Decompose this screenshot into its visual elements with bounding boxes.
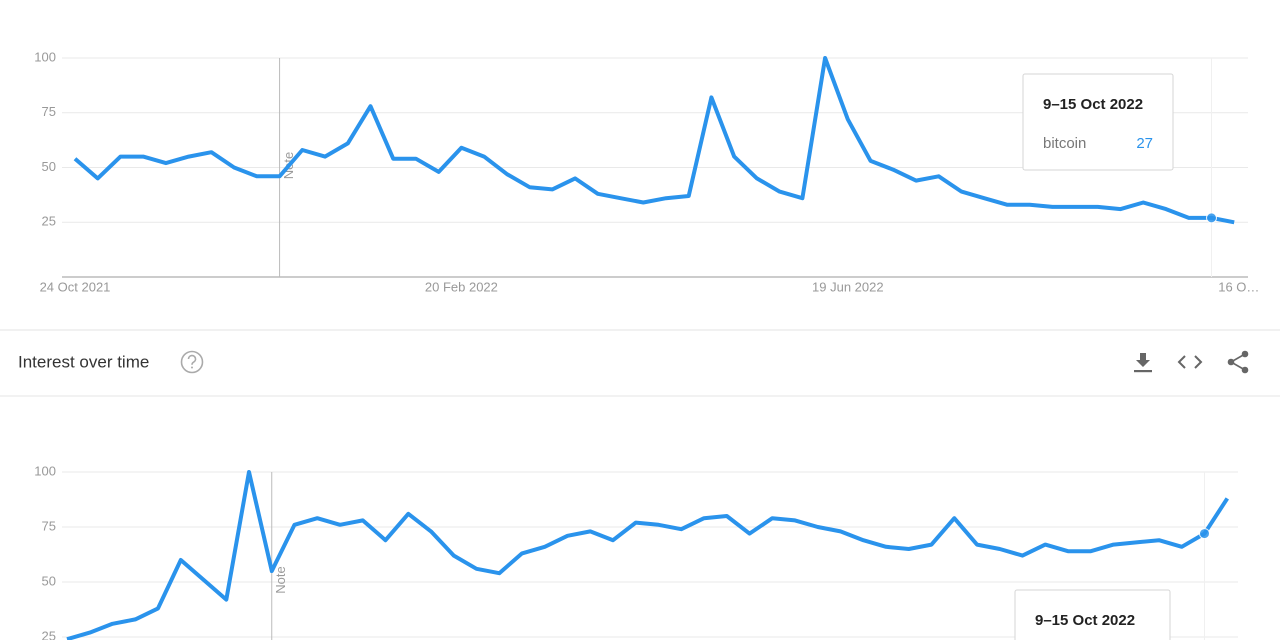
tooltip xyxy=(1014,589,1171,640)
x-tick-label: 16 O… xyxy=(1218,279,1259,294)
section-header xyxy=(0,330,1280,396)
note-label: Note xyxy=(273,566,288,593)
y-tick-label: 75 xyxy=(42,104,56,119)
y-tick-label: 25 xyxy=(42,628,56,640)
y-tick-label: 25 xyxy=(42,214,56,229)
help-icon[interactable] xyxy=(180,350,204,374)
tooltip xyxy=(1022,73,1174,171)
tooltip-title: 9–15 Oct 2022 xyxy=(1035,612,1135,629)
tooltip-title: 9–15 Oct 2022 xyxy=(1043,96,1143,113)
hover-point xyxy=(1206,212,1217,224)
x-tick-label: 24 Oct 2021 xyxy=(40,279,111,294)
tooltip-series: bitcoin xyxy=(1043,135,1086,152)
tooltip-value: 27 xyxy=(1136,135,1153,152)
hover-point xyxy=(1199,528,1210,540)
embed-icon[interactable] xyxy=(1177,355,1203,369)
y-tick-label: 100 xyxy=(34,463,56,478)
x-tick-label: 19 Jun 2022 xyxy=(812,279,884,294)
y-tick-label: 50 xyxy=(42,573,56,588)
y-tick-label: 50 xyxy=(42,159,56,174)
y-tick-label: 100 xyxy=(34,49,56,64)
y-tick-label: 75 xyxy=(42,518,56,533)
trend-line xyxy=(73,56,1235,225)
section-title: Interest over time xyxy=(18,352,149,371)
x-tick-label: 20 Feb 2022 xyxy=(425,279,498,294)
trend-line xyxy=(66,470,1229,640)
download-icon[interactable] xyxy=(1134,353,1152,373)
share-icon[interactable] xyxy=(1227,350,1249,374)
